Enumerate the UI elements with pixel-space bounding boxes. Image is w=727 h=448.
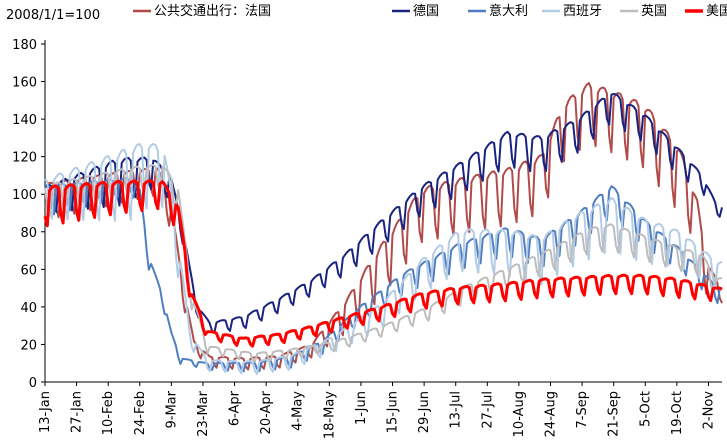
legend: 公共交通出行：法国 德国 意大利 西班牙 英国 美国 <box>133 3 727 19</box>
x-tick-label: 15-Jun <box>386 391 401 433</box>
y-tick-label: 120 <box>12 151 37 166</box>
x-tick-label: 18-May <box>322 391 337 439</box>
x-tick-label: 5-Oct <box>638 391 653 427</box>
y-tick-label: 20 <box>20 338 37 353</box>
y-tick-label: 80 <box>20 226 37 241</box>
legend-entry: 美国 <box>706 4 727 19</box>
y-tick-label: 60 <box>20 263 37 278</box>
x-tick-label: 7-Sep <box>575 391 590 428</box>
x-tick-label: 2-Nov <box>701 391 716 430</box>
x-tick-label: 23-Mar <box>196 390 211 436</box>
y-tick-label: 180 <box>12 38 37 53</box>
y-tick-label: 160 <box>12 76 37 91</box>
x-tick-label: 4-May <box>291 391 306 431</box>
x-tick-label: 24-Feb <box>133 391 148 435</box>
x-tick-label: 13-Jan <box>38 391 53 433</box>
x-tick-label: 13-Jul <box>449 391 464 429</box>
x-tick-label: 29-Jun <box>417 391 432 433</box>
x-tick-label: 27-Jul <box>480 391 495 429</box>
x-tick-label: 21-Sep <box>607 391 622 437</box>
x-tick-label: 19-Oct <box>670 391 685 435</box>
x-tick-label: 20-Apr <box>259 390 274 434</box>
x-tick-label: 10-Feb <box>101 391 116 435</box>
x-tick-label: 1-Jun <box>354 391 369 425</box>
index-note: 2008/1/1=100 <box>6 8 100 23</box>
x-tick-label: 24-Aug <box>543 391 558 437</box>
x-tick-label: 27-Jan <box>70 391 85 433</box>
legend-entry: 英国 <box>641 4 667 19</box>
series-line <box>44 164 722 363</box>
series-line <box>44 177 723 373</box>
x-tick-label: 9-Mar <box>164 390 179 428</box>
legend-entry: 意大利 <box>489 3 528 19</box>
y-tick-label: 0 <box>29 376 37 391</box>
legend-entry: 西班牙 <box>563 4 602 19</box>
axes: 0 20 40 60 80 100 120 140 160 180 13-Jan 27-Jan 10-F… <box>12 38 722 439</box>
x-tick-label: 10-Aug <box>512 391 527 437</box>
y-tick-label: 140 <box>12 113 37 128</box>
y-tick-label: 100 <box>12 188 37 203</box>
legend-entry: 德国 <box>413 4 439 19</box>
x-tick-label: 6-Apr <box>228 390 243 426</box>
y-tick-label: 40 <box>20 301 37 316</box>
plot-area <box>43 82 723 375</box>
series-line <box>43 179 723 348</box>
legend-entry: 公共交通出行：法国 <box>154 3 271 19</box>
